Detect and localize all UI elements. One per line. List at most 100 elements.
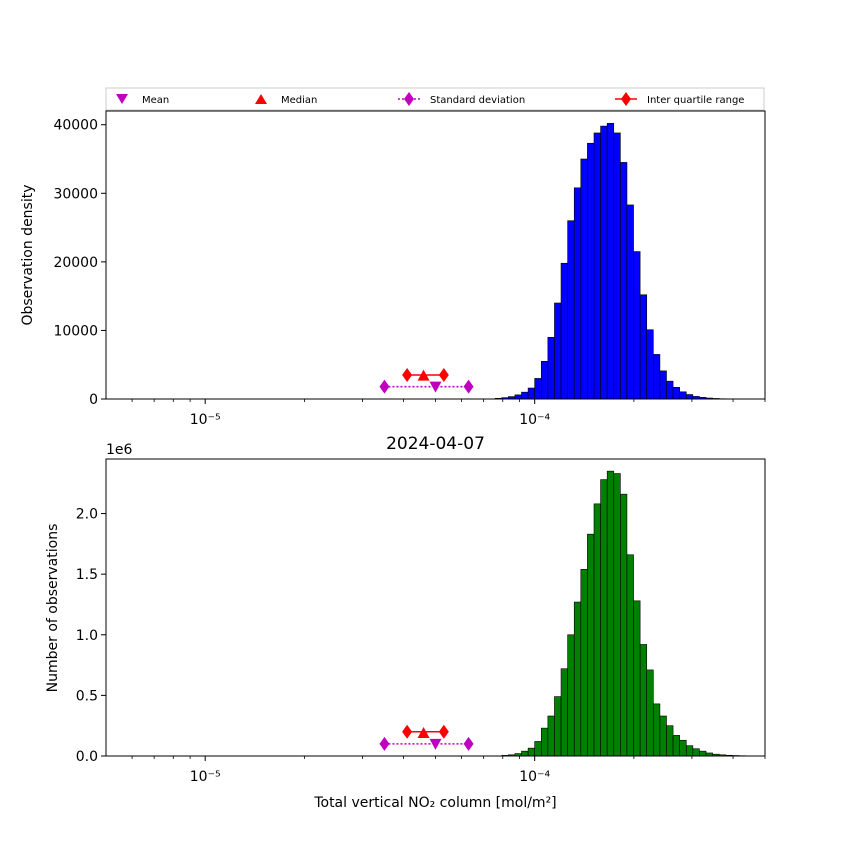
bottom-y-tick-label: 0.0 (76, 749, 98, 765)
top-histogram-bar (685, 394, 694, 400)
top-histogram-bar (672, 387, 680, 400)
top-histogram-bars (494, 123, 740, 400)
bottom-histogram-bar (573, 601, 582, 757)
legend-marker-median (255, 94, 267, 104)
top-histogram-bar (567, 220, 575, 400)
bottom-histogram-bars (501, 470, 760, 757)
bottom-histogram-bar (593, 503, 601, 757)
legend-frame (105, 87, 765, 111)
top-histogram-bar (633, 251, 641, 400)
top-summary-markers (379, 368, 474, 394)
top-histogram-bar (659, 370, 667, 400)
bottom-x-axis-label: Total vertical NO₂ column [mol/m²] (313, 795, 556, 811)
top-histogram-bar (514, 394, 522, 400)
top-histogram-bar (653, 354, 661, 400)
bottom-histogram-bar (633, 600, 641, 757)
bottom-y-axis-ticks: 0.0 0.5 1.0 1.5 2.0 (76, 507, 106, 765)
top-histogram-bar (646, 329, 654, 400)
bottom-x-tick-label: 10⁻⁵ (190, 769, 221, 785)
bottom-histogram-bar (639, 644, 648, 757)
bottom-x-tick-label: 10⁻⁴ (519, 769, 550, 785)
top-median-marker (417, 369, 430, 381)
top-histogram-bar (620, 162, 628, 400)
bottom-histogram-bar (613, 473, 621, 757)
bottom-histogram-bar (606, 470, 615, 757)
top-y-tick-label: 30000 (53, 186, 98, 202)
bottom-histogram-bar (521, 750, 529, 757)
legend-label-mean: Mean (142, 95, 169, 106)
bottom-histogram-bar (540, 727, 549, 757)
bottom-histogram-bar (580, 569, 588, 757)
bottom-histogram-bar (699, 750, 707, 757)
bottom-mean-marker (429, 738, 442, 750)
top-y-tick-label: 10000 (53, 323, 98, 339)
top-histogram-bar (587, 142, 595, 400)
top-histogram-panel: 0 10000 20000 30000 40000 10⁻⁵ 10⁻⁴ Observati… (20, 110, 766, 428)
bottom-histogram-bar (692, 748, 700, 757)
bottom-histogram-bar (554, 696, 562, 757)
bottom-median-marker (417, 726, 430, 738)
legend-label-std-dev: Standard deviation (430, 95, 525, 106)
top-histogram-bar (613, 132, 621, 400)
bottom-histogram-bar (672, 735, 680, 757)
bottom-histogram-bar (666, 725, 674, 757)
legend-item-median: Median (255, 94, 317, 106)
legend-marker-mean (116, 94, 128, 104)
top-std-dev-high-marker (463, 379, 474, 394)
bottom-histogram-bar (685, 745, 694, 757)
legend-item-std-dev: Standard deviation (398, 92, 525, 106)
top-histogram-bar (600, 125, 608, 400)
top-histogram-bar (639, 294, 648, 400)
bottom-histogram-bar (653, 703, 661, 757)
bottom-y-offset-label: 1e6 (106, 442, 133, 458)
top-histogram-bar (679, 391, 687, 400)
bottom-y-tick-label: 0.5 (76, 688, 98, 704)
bottom-std-dev-high-marker (463, 736, 474, 751)
top-histogram-bar (573, 187, 582, 400)
top-histogram-bar (534, 378, 542, 400)
bottom-y-tick-label: 2.0 (76, 507, 98, 523)
top-std-dev-low-marker (379, 379, 390, 394)
top-x-tick-label: 10⁻⁵ (190, 412, 221, 428)
top-x-tick-label: 10⁻⁴ (519, 412, 550, 428)
top-y-axis-ticks: 0 10000 20000 30000 40000 (53, 118, 106, 408)
bottom-chart-title: 2024-04-07 (386, 434, 485, 454)
bottom-iqr-high-marker (438, 724, 449, 739)
top-histogram-bar (560, 262, 568, 400)
legend-item-iqr: Inter quartile range (615, 92, 744, 106)
bottom-histogram-bar (620, 493, 628, 757)
bottom-histogram-panel: 2024-04-07 1e6 0.00.51.01.52.0 10⁻⁵ 10⁻⁴ … (45, 434, 766, 811)
bottom-histogram-bar (534, 741, 542, 757)
top-y-tick-label: 20000 (53, 255, 98, 271)
bottom-x-axis-ticks: 10⁻⁵ 10⁻⁴ (131, 756, 766, 785)
bottom-summary-markers (379, 724, 474, 751)
legend-marker-std-dev (404, 92, 414, 106)
top-histogram-bar (666, 380, 674, 400)
top-histogram-bar (580, 158, 588, 400)
top-histogram-bar (606, 123, 615, 400)
top-histogram-bar (626, 204, 634, 400)
bottom-std-dev-low-marker (379, 736, 390, 751)
legend-label-iqr: Inter quartile range (647, 95, 744, 106)
top-histogram-bar (554, 302, 562, 400)
bottom-histogram-bar (659, 715, 667, 757)
bottom-histogram-bar (626, 554, 634, 757)
legend-label-median: Median (281, 95, 317, 106)
bottom-histogram-bar (679, 739, 687, 757)
bottom-y-axis-label: Number of observations (45, 524, 61, 693)
top-mean-marker (429, 381, 442, 393)
top-y-tick-label: 0 (89, 392, 98, 408)
bottom-histogram-bar (600, 479, 608, 757)
bottom-histogram-bar (567, 634, 575, 757)
bottom-y-tick-label: 1.5 (76, 567, 98, 583)
top-histogram-bar (527, 387, 535, 400)
top-histogram-bar (593, 132, 601, 400)
legend: Mean Median Standard deviation Inter qua… (105, 87, 765, 111)
top-y-tick-label: 40000 (53, 118, 98, 134)
bottom-histogram-bar (587, 533, 595, 757)
bottom-histogram-bar (527, 747, 535, 757)
bottom-axes-frame (105, 458, 766, 757)
top-iqr-high-marker (438, 368, 449, 382)
top-histogram-bar (521, 391, 529, 400)
bottom-iqr-low-marker (402, 724, 413, 739)
